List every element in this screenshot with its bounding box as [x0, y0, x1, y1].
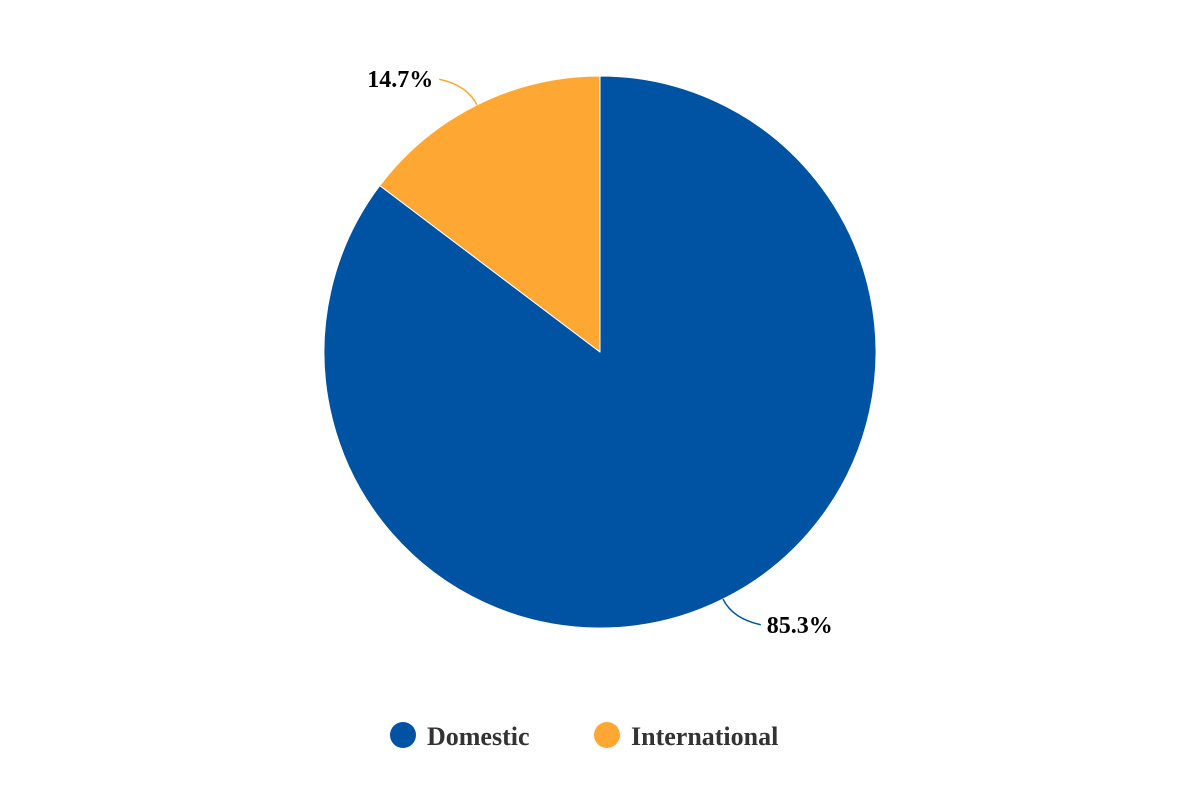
- leader-lines: [439, 78, 761, 626]
- legend: Domestic International: [390, 722, 778, 751]
- leader-line-international: [439, 78, 478, 106]
- data-label-international: 14.7%: [367, 67, 433, 93]
- pie-slice-international[interactable]: [379, 75, 601, 353]
- legend-item-domestic[interactable]: Domestic: [390, 722, 530, 751]
- legend-label-international: International: [631, 722, 778, 751]
- legend-item-international[interactable]: International: [594, 722, 778, 751]
- data-labels: 85.3% 14.7%: [367, 67, 833, 639]
- legend-marker-international: [594, 722, 620, 748]
- data-label-domestic: 85.3%: [767, 613, 833, 639]
- leader-line-domestic: [722, 598, 761, 626]
- pie-slices: [323, 75, 877, 629]
- legend-marker-domestic: [390, 722, 416, 748]
- legend-label-domestic: Domestic: [427, 722, 530, 751]
